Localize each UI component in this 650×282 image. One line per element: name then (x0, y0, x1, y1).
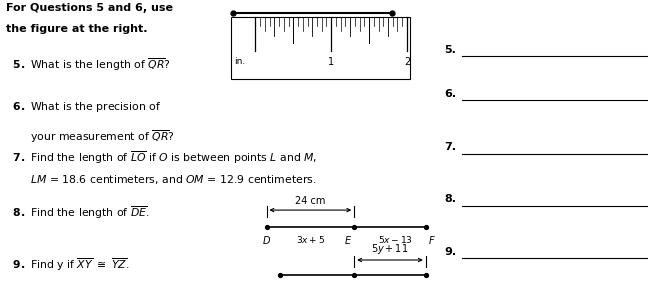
Text: $3x + 5$: $3x + 5$ (296, 234, 325, 245)
Text: $\mathbf{5.}$ What is the length of $\overline{QR}$?: $\mathbf{5.}$ What is the length of $\ov… (6, 56, 172, 73)
Text: 24 cm: 24 cm (295, 196, 326, 206)
Text: For Questions 5 and 6, use: For Questions 5 and 6, use (6, 3, 174, 13)
Text: 6.: 6. (444, 89, 456, 99)
Text: $R$: $R$ (388, 0, 396, 1)
Text: $F$: $F$ (428, 234, 436, 246)
Text: $LM$ = 18.6 centimeters, and $OM$ = 12.9 centimeters.: $LM$ = 18.6 centimeters, and $OM$ = 12.9… (6, 173, 317, 186)
Text: in.: in. (234, 57, 245, 66)
Text: $Q$: $Q$ (228, 0, 237, 1)
Text: your measurement of $\overline{QR}$?: your measurement of $\overline{QR}$? (6, 128, 176, 145)
Bar (231, 17, 410, 79)
Text: $\mathbf{9.}$ Find y if $\overline{XY}$ $\cong$ $\overline{YZ}$.: $\mathbf{9.}$ Find y if $\overline{XY}$ … (6, 257, 130, 273)
Text: 9.: 9. (444, 247, 456, 257)
Text: 8.: 8. (445, 195, 456, 204)
Text: $5x - 13$: $5x - 13$ (378, 234, 413, 245)
Text: 7.: 7. (445, 142, 456, 152)
Text: $D$: $D$ (262, 234, 271, 246)
Text: 5.: 5. (445, 45, 456, 55)
Text: the figure at the right.: the figure at the right. (6, 24, 148, 34)
Text: $\mathbf{7.}$ Find the length of $\overline{LO}$ if $O$ is between points $L$ an: $\mathbf{7.}$ Find the length of $\overl… (6, 149, 318, 166)
Text: $\mathbf{8.}$ Find the length of $\overline{DE}$.: $\mathbf{8.}$ Find the length of $\overl… (6, 204, 150, 221)
Text: 2: 2 (404, 57, 410, 67)
Text: $5y + 11$: $5y + 11$ (371, 242, 409, 256)
Text: $E$: $E$ (344, 234, 352, 246)
Text: 1: 1 (328, 57, 334, 67)
Text: $\mathbf{6.}$ What is the precision of: $\mathbf{6.}$ What is the precision of (6, 100, 162, 114)
